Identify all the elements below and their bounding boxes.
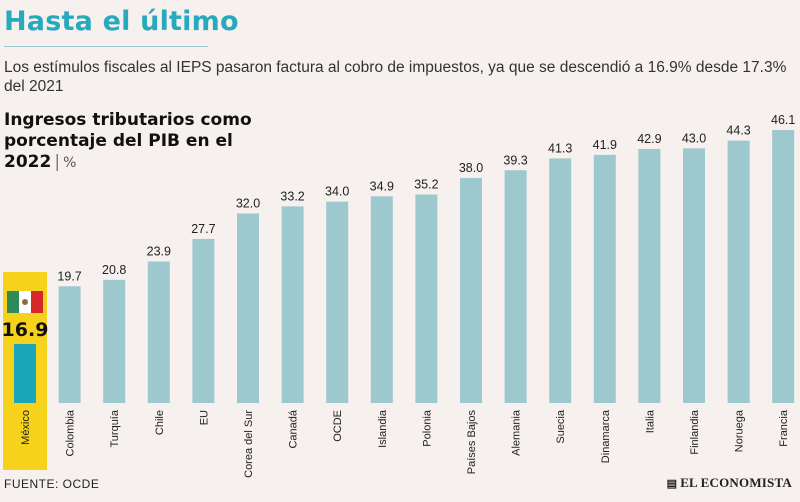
value-label-suecia: 41.3 (548, 141, 572, 155)
bar-mexico (14, 344, 36, 403)
value-label-mexico: 16.9 (2, 319, 49, 341)
value-label-corea-del-sur: 32.0 (236, 196, 260, 210)
bar-paises-bajos (460, 177, 482, 403)
bar-chile (147, 261, 170, 403)
bar-ocde (326, 201, 349, 403)
value-label-colombia: 19.7 (57, 269, 81, 283)
value-label-finlandia: 43.0 (682, 131, 706, 145)
value-label-polonia: 35.2 (414, 178, 438, 192)
category-label-corea-del-sur: Corea del Sur (243, 410, 255, 478)
bar-italia (638, 148, 661, 403)
flag-red-stripe (31, 291, 43, 313)
source-note: FUENTE: OCDE (4, 477, 100, 491)
bar-corea-del-sur (237, 213, 259, 403)
bar-francia (772, 130, 795, 403)
brand-logo: ▤ EL ECONOMISTA (667, 475, 792, 491)
value-label-turquia: 20.8 (102, 263, 126, 277)
bar-alemania (504, 170, 527, 403)
value-label-islandia: 34.9 (370, 179, 394, 193)
category-label-turquia: Turquía (109, 409, 121, 447)
value-label-paises-bajos: 38.0 (459, 161, 483, 175)
bar-finlandia (683, 148, 705, 403)
newspaper-icon: ▤ (666, 478, 678, 490)
category-label-canada: Canadá (288, 409, 300, 448)
chart-unit: % (63, 155, 77, 171)
category-label-dinamarca: Dinamarca (600, 409, 612, 463)
category-label-islandia: Islandia (377, 409, 389, 448)
value-label-ocde: 34.0 (325, 185, 349, 199)
value-label-eu: 27.7 (191, 222, 215, 236)
category-label-ocde: OCDE (332, 410, 344, 442)
bar-polonia (415, 194, 438, 403)
brand-name: EL ECONOMISTA (680, 475, 792, 490)
value-label-canada: 33.2 (280, 189, 304, 203)
category-label-eu: EU (198, 410, 210, 425)
value-label-francia: 46.1 (771, 113, 795, 127)
flag-emblem-icon (22, 299, 28, 305)
value-label-alemania: 39.3 (503, 153, 527, 167)
bar-suecia (549, 158, 572, 403)
headline: Hasta el último (4, 6, 239, 37)
category-label-mexico: México (20, 410, 32, 445)
bar-eu (192, 238, 215, 403)
chart-title-line-1: Ingresos tributarios como (4, 110, 252, 130)
chart-title: Ingresos tributarios como porcentaje del… (4, 110, 304, 174)
unit-separator: | (54, 152, 61, 172)
category-label-alemania: Alemania (511, 409, 523, 456)
flag-green-stripe (7, 291, 19, 313)
headline-divider (4, 46, 208, 47)
category-label-francia: Francia (778, 409, 790, 447)
value-label-noruega: 44.3 (726, 124, 750, 138)
value-label-chile: 23.9 (147, 244, 171, 258)
value-label-italia: 42.9 (637, 132, 661, 146)
category-label-noruega: Noruega (734, 409, 746, 452)
chart-title-line-2: porcentaje del PIB en el 2022 (4, 131, 233, 172)
category-label-chile: Chile (154, 410, 166, 435)
bar-canada (281, 206, 304, 403)
category-label-finlandia: Finlandia (689, 409, 701, 455)
category-label-paises-bajos: Países Bajos (466, 410, 478, 475)
category-label-suecia: Suecia (555, 409, 567, 444)
category-label-italia: Italia (644, 409, 656, 433)
bar-colombia (58, 286, 81, 403)
subtitle: Los estímulos fiscales al IEPS pasaron f… (4, 59, 787, 95)
bar-islandia (370, 196, 393, 403)
value-label-dinamarca: 41.9 (593, 138, 617, 152)
category-label-colombia: Colombia (65, 409, 77, 456)
bar-turquia (103, 279, 126, 403)
bar-dinamarca (593, 154, 616, 403)
category-label-polonia: Polonia (421, 409, 433, 447)
bar-noruega (727, 140, 750, 404)
